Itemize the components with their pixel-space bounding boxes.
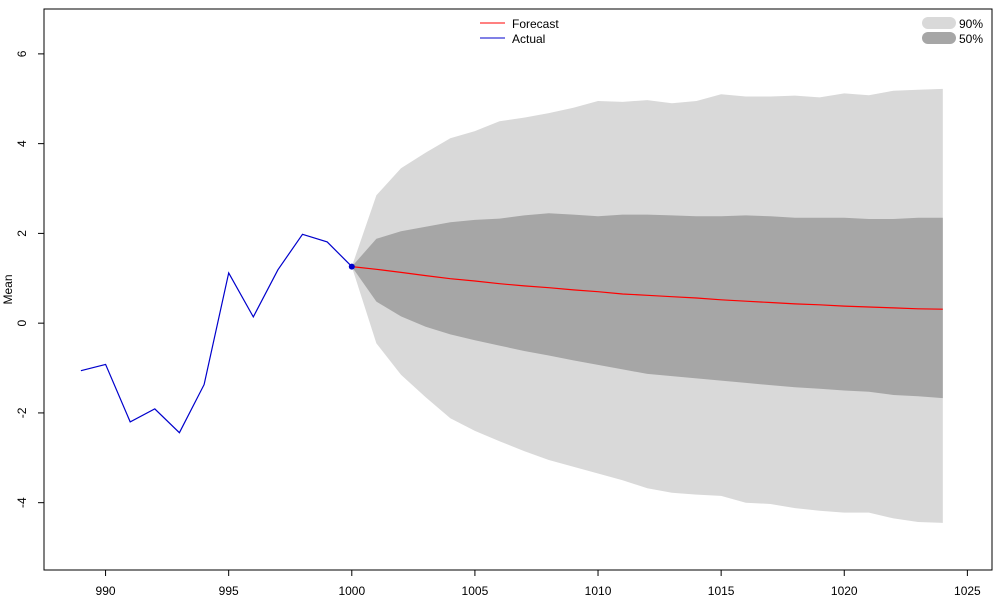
x-tick-label: 1000 — [338, 584, 365, 598]
x-tick-label: 995 — [219, 584, 239, 598]
x-axis: 990 995 1000 1005 1010 1015 1020 1025 — [96, 569, 981, 598]
y-axis: -4 -2 0 2 4 6 — [15, 50, 45, 508]
legend-band90-label: 90% — [959, 17, 983, 31]
band-50-area — [351, 213, 943, 399]
y-tick-label: 6 — [15, 50, 29, 57]
y-tick-label: 2 — [15, 230, 29, 237]
y-tick-label: 4 — [15, 140, 29, 147]
band-legend: 90% 50% — [922, 17, 983, 46]
x-tick-label: 1015 — [708, 584, 735, 598]
legend-band50-label: 50% — [959, 32, 983, 46]
x-tick-label: 1005 — [462, 584, 489, 598]
x-tick-label: 990 — [96, 584, 116, 598]
actual-last-point — [348, 263, 355, 270]
actual-line — [80, 233, 353, 434]
series-legend: Forecast Actual — [480, 17, 559, 46]
legend-band50-swatch — [922, 32, 956, 44]
bands-layer — [351, 88, 943, 523]
y-tick-label: 0 — [15, 320, 29, 327]
lines-layer — [80, 233, 943, 434]
legend-band90-swatch — [922, 17, 956, 29]
x-tick-label: 1025 — [954, 584, 981, 598]
y-axis-title: Mean — [1, 274, 15, 304]
x-tick-label: 1010 — [585, 584, 612, 598]
y-tick-label: -2 — [15, 407, 29, 418]
x-tick-label: 1020 — [831, 584, 858, 598]
forecast-line — [351, 266, 943, 310]
y-tick-label: -4 — [15, 497, 29, 508]
legend-actual-label: Actual — [512, 32, 545, 46]
legend-forecast-label: Forecast — [512, 17, 559, 31]
